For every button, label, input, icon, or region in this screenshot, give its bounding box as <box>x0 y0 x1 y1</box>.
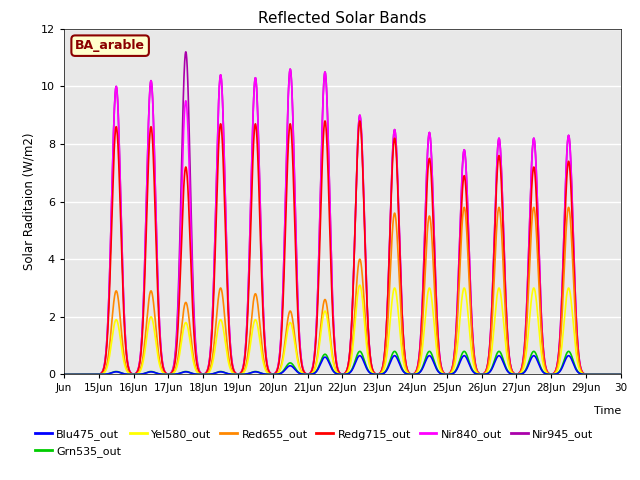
Text: Time: Time <box>593 406 621 416</box>
Text: BA_arable: BA_arable <box>75 39 145 52</box>
Legend: Blu475_out, Grn535_out, Yel580_out, Red655_out, Redg715_out, Nir840_out, Nir945_: Blu475_out, Grn535_out, Yel580_out, Red6… <box>31 425 598 461</box>
Title: Reflected Solar Bands: Reflected Solar Bands <box>258 11 427 26</box>
Y-axis label: Solar Raditaion (W/m2): Solar Raditaion (W/m2) <box>22 133 35 270</box>
